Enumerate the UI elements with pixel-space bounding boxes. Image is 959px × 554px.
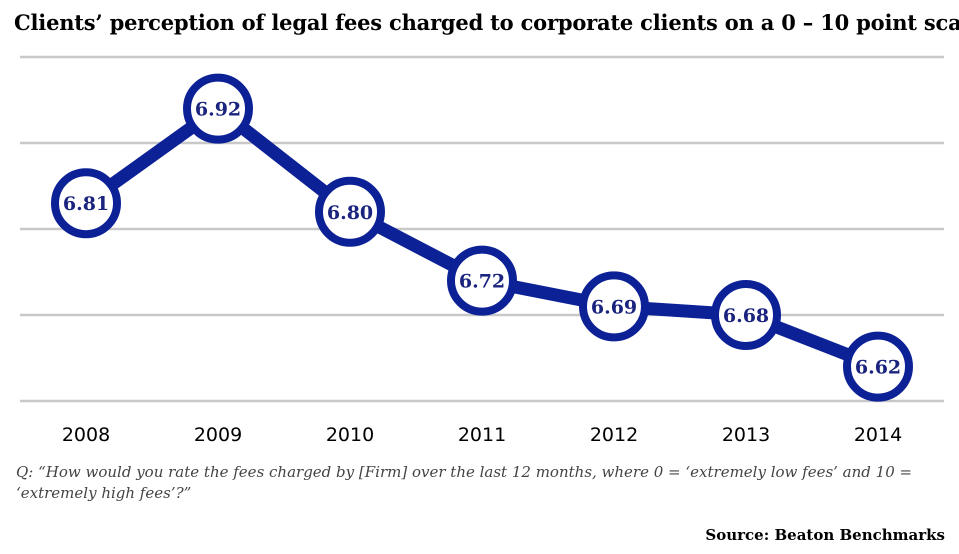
data-point-marker xyxy=(315,176,385,247)
data-label: 6.81 xyxy=(63,193,109,215)
data-point-marker xyxy=(447,245,517,316)
data-point-marker xyxy=(183,73,253,144)
data-point-marker xyxy=(843,331,913,402)
x-tick-label: 2014 xyxy=(854,424,902,446)
x-tick-label: 2012 xyxy=(590,424,638,446)
data-label: 6.62 xyxy=(855,357,901,379)
survey-question-footnote: Q: “How would you rate the fees charged … xyxy=(16,463,913,502)
source-note: Source: Beaton Benchmarks xyxy=(705,526,945,544)
data-label: 6.72 xyxy=(459,271,505,293)
chart-title: Clients’ perception of legal fees charge… xyxy=(14,10,959,35)
x-tick-label: 2010 xyxy=(326,424,374,446)
data-label: 6.68 xyxy=(723,305,769,327)
x-tick-label: 2013 xyxy=(722,424,770,446)
line-chart: 6.81 6.92 6.80 6.72 6.69 6.68 6.62 2008 2009 201… xyxy=(20,55,944,446)
data-point-marker xyxy=(579,271,649,342)
data-label: 6.69 xyxy=(591,296,637,318)
data-point-marker xyxy=(51,168,121,239)
x-tick-label: 2009 xyxy=(194,424,242,446)
x-tick-label: 2008 xyxy=(62,424,110,446)
data-label: 6.92 xyxy=(195,99,241,121)
x-axis-ticks: 2008 2009 2010 2011 2012 2013 2014 xyxy=(62,424,902,446)
data-point-marker xyxy=(711,280,781,350)
x-tick-label: 2011 xyxy=(458,424,506,446)
gridlines xyxy=(20,55,944,403)
data-label: 6.80 xyxy=(327,202,373,224)
data-points: 6.81 6.92 6.80 6.72 6.69 6.68 6.62 xyxy=(51,73,913,402)
